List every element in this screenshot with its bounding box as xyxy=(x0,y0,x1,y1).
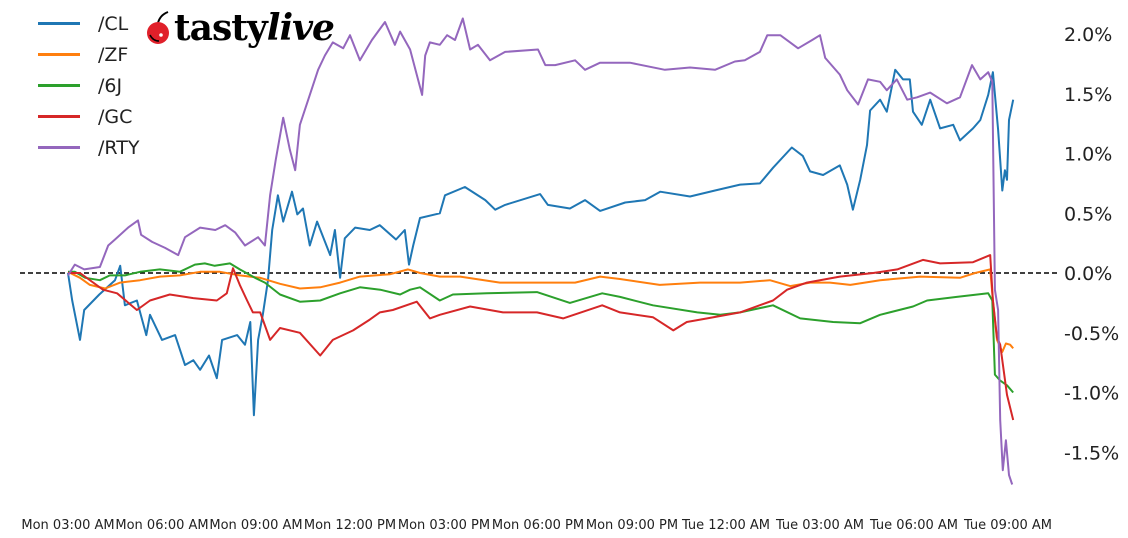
x-tick-label: Mon 09:00 PM xyxy=(586,518,678,533)
legend-item-cl: /CL xyxy=(38,8,139,39)
legend-swatch xyxy=(38,146,80,149)
x-tick-label: Mon 12:00 PM xyxy=(304,518,396,533)
series-line-gc xyxy=(68,254,1015,421)
x-tick-label: Mon 03:00 PM xyxy=(398,518,490,533)
x-tick-label: Mon 06:00 PM xyxy=(492,518,584,533)
series-line-cl xyxy=(67,68,1015,417)
x-tick-label: Tue 12:00 AM xyxy=(681,518,770,533)
y-tick-label: 0.5% xyxy=(1064,203,1112,225)
y-tick-label: 0.0% xyxy=(1064,263,1112,285)
legend-label: /GC xyxy=(98,105,133,128)
y-axis-tick-labels: -1.5% -1.0% -0.5% 0.0% 0.5% 1.0% 1.5% 2.0% xyxy=(1064,24,1119,464)
legend-item-6j: /6J xyxy=(38,70,139,101)
legend-swatch xyxy=(38,115,80,118)
x-tick-label: Mon 09:00 AM xyxy=(209,518,302,533)
series-line-zf xyxy=(67,268,1014,353)
legend-item-gc: /GC xyxy=(38,101,139,132)
legend-label: /RTY xyxy=(98,136,140,159)
legend-label: /ZF xyxy=(98,43,129,66)
cherry-icon xyxy=(147,11,169,44)
legend-item-zf: /ZF xyxy=(38,39,139,70)
y-tick-label: -0.5% xyxy=(1064,323,1119,345)
x-axis-tick-labels: Mon 03:00 AM Mon 06:00 AM Mon 09:00 AM Mon … xyxy=(21,518,1052,533)
legend-label: /6J xyxy=(98,74,123,97)
legend-item-rty: /RTY xyxy=(38,132,139,163)
series-layer xyxy=(67,17,1015,485)
legend-swatch xyxy=(38,22,80,25)
x-tick-label: Tue 03:00 AM xyxy=(775,518,864,533)
logo-wordmark: tastylive xyxy=(174,7,335,49)
x-tick-label: Mon 06:00 AM xyxy=(115,518,208,533)
series-line-rty xyxy=(67,17,1014,485)
legend-swatch xyxy=(38,53,80,56)
x-tick-label: Tue 09:00 AM xyxy=(963,518,1052,533)
tastylive-logo: tastylive xyxy=(144,7,335,49)
y-tick-label: -1.5% xyxy=(1064,442,1119,464)
legend-label: /CL xyxy=(98,12,129,35)
x-tick-label: Mon 03:00 AM xyxy=(21,518,114,533)
series-line-6j xyxy=(68,262,1014,394)
logo-text-main: tasty xyxy=(174,7,268,49)
y-tick-label: 2.0% xyxy=(1064,24,1112,46)
x-tick-label: Tue 06:00 AM xyxy=(869,518,958,533)
y-tick-label: 1.0% xyxy=(1064,144,1112,166)
y-tick-label: 1.5% xyxy=(1064,84,1112,106)
logo-text-italic: live xyxy=(266,7,335,49)
legend-swatch xyxy=(38,84,80,87)
y-tick-label: -1.0% xyxy=(1064,383,1119,405)
legend: /CL/ZF/6J/GC/RTY xyxy=(38,8,139,163)
